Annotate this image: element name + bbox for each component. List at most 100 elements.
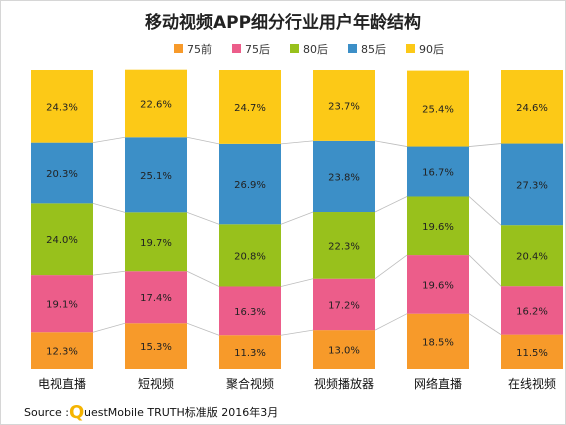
data-label-4-3: 16.7%: [422, 168, 454, 179]
bar-stack-5: 11.5% 16.2% 20.4% 27.3% 24.6%: [501, 70, 563, 369]
data-label-3-4: 23.7%: [328, 101, 360, 112]
legend-label-4: 90后: [419, 43, 444, 56]
legend-label-0: 75前: [187, 42, 212, 56]
connector-4-0: [468, 313, 502, 335]
data-label-1-1: 17.4%: [140, 293, 172, 304]
bar-segment-1-2: [125, 212, 187, 272]
connector-3-3: [374, 140, 408, 147]
bar-segment-2-0: [219, 335, 281, 369]
data-label-0-1: 19.1%: [46, 300, 78, 311]
data-label-5-3: 27.3%: [516, 180, 548, 191]
legend-swatch-1: [232, 44, 241, 53]
category-label-5: 在线视频: [508, 376, 556, 391]
bar-stack-0: 12.3% 19.1% 24.0% 20.3% 24.3%: [31, 70, 93, 369]
bar-stack-2: 11.3% 16.3% 20.8% 26.9% 24.7%: [219, 70, 281, 369]
bar-segment-5-2: [501, 225, 563, 287]
bar-segment-3-4: [313, 70, 375, 141]
data-label-5-2: 20.4%: [516, 252, 548, 263]
legend-swatch-2: [290, 44, 299, 53]
bar-segment-0-1: [31, 275, 93, 333]
source-text: uestMobile TRUTH标准版 2016年3月: [84, 405, 278, 419]
connector-1-3: [186, 136, 220, 145]
questmobile-logo-letter: Q: [69, 402, 84, 423]
bar-segment-4-1: [407, 255, 469, 314]
category-labels: 电视直播 短视频 聚合视频 视频播放器 网络直播 在线视频: [38, 376, 556, 391]
data-label-1-4: 22.6%: [140, 99, 172, 110]
bar-stack-1: 15.3% 17.4% 19.7% 25.1% 22.6%: [125, 69, 187, 369]
bar-segment-4-2: [407, 196, 469, 256]
data-label-5-1: 16.2%: [516, 306, 548, 317]
bar-segment-5-1: [501, 286, 563, 335]
connector-4-3: [468, 143, 502, 147]
connector-0-1: [92, 270, 126, 276]
bar-segment-2-1: [219, 286, 281, 336]
legend-swatch-4: [406, 44, 415, 53]
bar-segment-4-3: [407, 146, 469, 197]
connector-3-2: [374, 196, 408, 213]
bar-segment-0-3: [31, 142, 93, 204]
data-label-3-1: 17.2%: [328, 300, 360, 311]
connector-4-2: [468, 196, 502, 226]
data-label-2-1: 16.3%: [234, 307, 266, 318]
data-label-4-4: 25.4%: [422, 105, 454, 116]
legend-label-1: 75后: [245, 43, 270, 56]
data-label-1-0: 15.3%: [140, 342, 172, 353]
connector-lines: [92, 136, 502, 336]
bar-segment-1-3: [125, 137, 187, 213]
bar-segment-3-0: [313, 330, 375, 369]
legend: 75前 75后 80后 85后 90后: [174, 42, 444, 56]
data-label-2-0: 11.3%: [234, 348, 266, 359]
source-prefix: Source :: [24, 406, 69, 419]
bar-segment-4-4: [407, 70, 469, 147]
bar-segment-3-3: [313, 140, 375, 213]
bar-segment-5-4: [501, 70, 563, 144]
data-label-0-4: 24.3%: [46, 102, 78, 113]
bar-segment-2-4: [219, 70, 281, 144]
connector-4-1: [468, 254, 502, 287]
data-label-0-3: 20.3%: [46, 169, 78, 180]
bar-segment-1-0: [125, 323, 187, 369]
data-label-5-0: 11.5%: [516, 348, 548, 359]
category-label-2: 聚合视频: [226, 376, 274, 391]
data-label-3-2: 22.3%: [328, 241, 360, 252]
bar-stack-4: 18.5% 19.6% 19.6% 16.7% 25.4%: [407, 70, 469, 369]
bar-stack-3: 13.0% 17.2% 22.3% 23.8% 23.7%: [313, 70, 375, 369]
data-label-4-2: 19.6%: [422, 222, 454, 233]
connector-1-1: [186, 270, 220, 287]
legend-label-3: 85后: [361, 43, 386, 56]
bar-segment-0-0: [31, 332, 93, 369]
data-label-1-2: 19.7%: [140, 238, 172, 249]
data-label-4-1: 19.6%: [422, 280, 454, 291]
connector-2-3: [280, 140, 314, 145]
connector-1-0: [186, 322, 220, 336]
connector-2-2: [280, 211, 314, 225]
connector-0-3: [92, 136, 126, 144]
source-line: Source : Q uestMobile TRUTH标准版 2016年3月: [24, 402, 278, 423]
data-label-3-3: 23.8%: [328, 172, 360, 183]
bar-segment-0-4: [31, 70, 93, 143]
data-label-0-0: 12.3%: [46, 347, 78, 358]
data-label-4-0: 18.5%: [422, 337, 454, 348]
legend-swatch-0: [174, 44, 183, 53]
data-label-5-4: 24.6%: [516, 103, 548, 114]
connector-0-2: [92, 202, 126, 213]
legend-swatch-3: [348, 44, 357, 53]
data-label-2-2: 20.8%: [234, 251, 266, 262]
bar-segment-1-1: [125, 271, 187, 324]
data-label-3-0: 13.0%: [328, 346, 360, 357]
bar-stacks: 12.3% 19.1% 24.0% 20.3% 24.3% 15.3% 17.4% 19.7%…: [31, 69, 563, 369]
bar-segment-2-2: [219, 224, 281, 287]
category-label-3: 视频播放器: [314, 376, 374, 391]
data-label-1-3: 25.1%: [140, 171, 172, 182]
data-label-2-3: 26.9%: [234, 180, 266, 191]
connector-3-0: [374, 313, 408, 331]
bar-segment-0-2: [31, 203, 93, 276]
bar-segment-5-3: [501, 143, 563, 226]
data-label-2-4: 24.7%: [234, 103, 266, 114]
chart-title: 移动视频APP细分行业用户年龄结构: [145, 12, 421, 33]
data-label-0-2: 24.0%: [46, 235, 78, 246]
category-label-1: 短视频: [138, 376, 174, 391]
category-label-0: 电视直播: [38, 376, 86, 391]
bar-segment-4-0: [407, 313, 469, 369]
